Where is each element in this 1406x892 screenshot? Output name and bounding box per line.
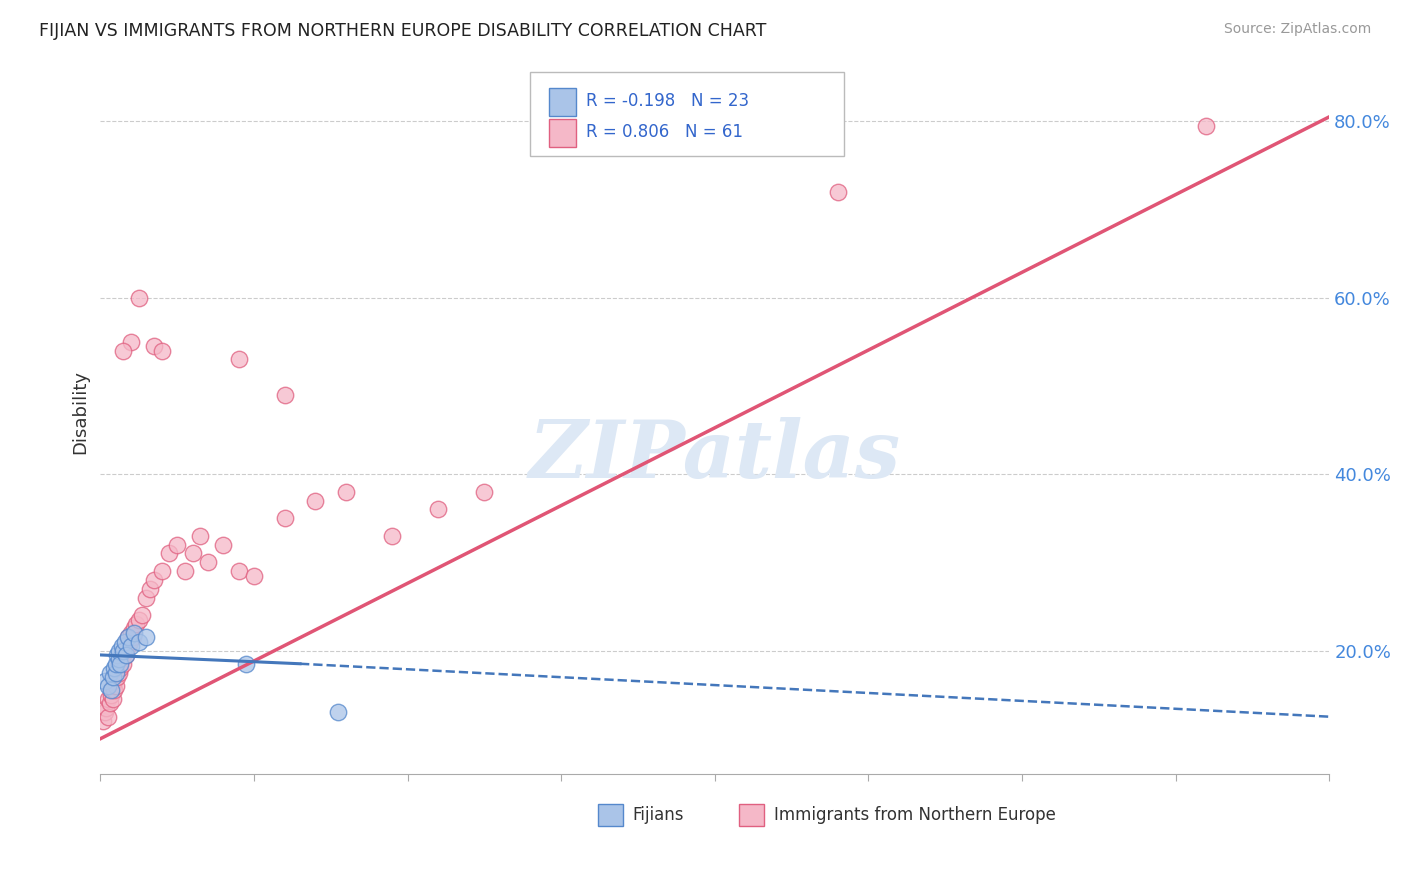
Point <box>93 714 115 728</box>
Point <box>104 665 127 680</box>
Point <box>150 564 173 578</box>
Point <box>159 547 181 561</box>
Y-axis label: Disability: Disability <box>72 370 89 454</box>
Point <box>97 692 120 706</box>
Point <box>143 339 166 353</box>
Point <box>328 706 350 720</box>
Point <box>100 688 122 702</box>
Point <box>105 648 128 662</box>
Point <box>335 484 357 499</box>
Point <box>104 679 127 693</box>
Point <box>138 582 160 596</box>
Point <box>114 643 136 657</box>
Point <box>103 674 125 689</box>
Text: R = -0.198   N = 23: R = -0.198 N = 23 <box>586 92 749 110</box>
Point <box>96 701 118 715</box>
Point <box>100 683 122 698</box>
Point <box>474 484 496 499</box>
Point <box>101 670 124 684</box>
Point <box>827 185 849 199</box>
FancyBboxPatch shape <box>530 72 844 155</box>
Point <box>128 291 150 305</box>
Point <box>112 643 135 657</box>
Point <box>135 591 157 605</box>
Point <box>112 343 135 358</box>
Point <box>120 334 142 349</box>
Point <box>122 626 145 640</box>
Point <box>150 343 173 358</box>
Point <box>110 661 132 675</box>
Point <box>114 634 136 648</box>
Point <box>131 608 153 623</box>
FancyBboxPatch shape <box>598 805 623 826</box>
Point <box>94 674 117 689</box>
FancyBboxPatch shape <box>740 805 763 826</box>
Point <box>273 511 295 525</box>
Point <box>228 352 250 367</box>
Text: Source: ZipAtlas.com: Source: ZipAtlas.com <box>1223 22 1371 37</box>
Point <box>121 630 143 644</box>
Point <box>101 692 124 706</box>
FancyBboxPatch shape <box>548 120 576 147</box>
Text: R = 0.806   N = 61: R = 0.806 N = 61 <box>586 123 742 141</box>
Point <box>122 622 145 636</box>
Point <box>117 630 139 644</box>
Point <box>111 639 134 653</box>
Point <box>115 648 138 662</box>
Point <box>135 630 157 644</box>
Point <box>128 634 150 648</box>
Point <box>97 709 120 723</box>
Point <box>107 665 129 680</box>
Point <box>117 639 139 653</box>
Point <box>98 697 121 711</box>
Point <box>228 564 250 578</box>
Point <box>107 657 129 671</box>
Point <box>115 648 138 662</box>
Point <box>166 538 188 552</box>
Point <box>120 626 142 640</box>
FancyBboxPatch shape <box>548 88 576 116</box>
Point <box>94 706 117 720</box>
Point <box>212 538 235 552</box>
Point <box>112 657 135 671</box>
Point <box>112 648 135 662</box>
Text: Fijians: Fijians <box>633 806 683 824</box>
Point <box>103 661 125 675</box>
Point <box>100 683 122 698</box>
Point <box>188 529 211 543</box>
Point <box>98 665 121 680</box>
Point <box>273 388 295 402</box>
Point <box>173 564 195 578</box>
Text: ZIPatlas: ZIPatlas <box>529 417 901 494</box>
Point <box>107 652 129 666</box>
Text: FIJIAN VS IMMIGRANTS FROM NORTHERN EUROPE DISABILITY CORRELATION CHART: FIJIAN VS IMMIGRANTS FROM NORTHERN EUROP… <box>39 22 766 40</box>
Point <box>181 547 204 561</box>
Point <box>381 529 404 543</box>
Point <box>125 617 148 632</box>
Point <box>104 657 127 671</box>
Point <box>103 683 125 698</box>
Point <box>118 634 141 648</box>
Text: Immigrants from Northern Europe: Immigrants from Northern Europe <box>773 806 1056 824</box>
Point <box>97 679 120 693</box>
Point <box>111 652 134 666</box>
Point <box>105 670 128 684</box>
Point <box>128 613 150 627</box>
Point <box>304 493 326 508</box>
Point <box>1195 119 1218 133</box>
Point <box>120 639 142 653</box>
Point <box>101 679 124 693</box>
Point <box>104 665 127 680</box>
Point <box>107 643 129 657</box>
Point <box>117 630 139 644</box>
Point <box>235 657 257 671</box>
Point <box>105 661 128 675</box>
Point <box>197 555 219 569</box>
Point <box>427 502 450 516</box>
Point <box>243 568 266 582</box>
Point <box>110 657 132 671</box>
Point <box>143 573 166 587</box>
